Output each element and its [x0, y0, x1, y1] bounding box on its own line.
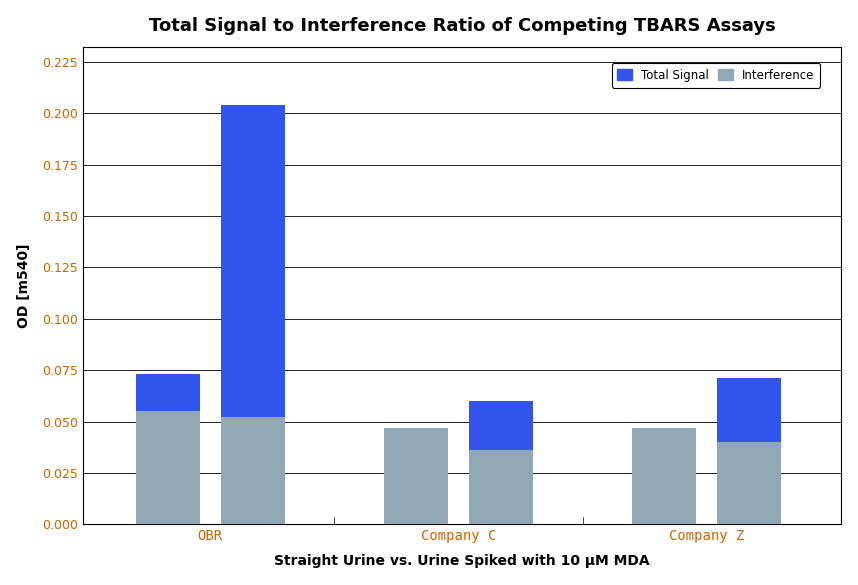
Bar: [469, 450, 533, 524]
Bar: [221, 418, 285, 524]
Legend: Total Signal, Interference: Total Signal, Interference: [612, 63, 820, 88]
Bar: [221, 105, 285, 418]
Bar: [717, 442, 781, 524]
Bar: [384, 428, 448, 524]
Bar: [136, 411, 200, 524]
Bar: [136, 374, 200, 411]
Y-axis label: OD [m540]: OD [m540]: [16, 243, 31, 328]
Bar: [469, 401, 533, 450]
Title: Total Signal to Interference Ratio of Competing TBARS Assays: Total Signal to Interference Ratio of Co…: [148, 16, 776, 35]
X-axis label: Straight Urine vs. Urine Spiked with 10 μM MDA: Straight Urine vs. Urine Spiked with 10 …: [275, 555, 650, 569]
Bar: [632, 428, 696, 524]
Bar: [717, 378, 781, 442]
